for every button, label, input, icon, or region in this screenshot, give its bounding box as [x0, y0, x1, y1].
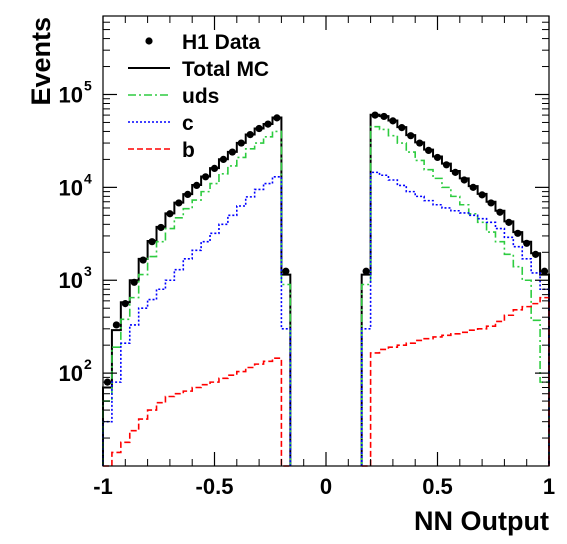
data-point: [362, 267, 370, 275]
legend: H1 Data Total MC uds cb: [128, 31, 269, 162]
data-point: [380, 112, 388, 121]
data-point: [219, 155, 228, 164]
data-point: [201, 173, 210, 181]
data-point: [193, 181, 201, 189]
y-tick-exponent: 4: [84, 170, 92, 186]
data-point: [148, 238, 156, 246]
legend-label: H1 Data: [182, 31, 261, 54]
data-point: [487, 199, 495, 207]
x-tick-label: 0.5: [422, 474, 453, 499]
x-tick-label: 1: [543, 474, 555, 499]
y-tick-exponent: 2: [84, 356, 92, 372]
data-point: [130, 278, 138, 286]
legend-label: uds: [182, 85, 219, 108]
data-point: [228, 148, 236, 156]
data-point: [514, 229, 522, 237]
plot-frame: [102, 15, 550, 467]
y-tick-label: 10: [59, 82, 83, 107]
legend-label: Total MC: [182, 58, 269, 81]
data-point: [237, 139, 245, 147]
data-point: [175, 199, 183, 207]
series-b-line: [103, 296, 550, 467]
data-point: [416, 139, 424, 147]
data-point: [389, 117, 397, 125]
data-point: [523, 239, 531, 247]
data-point: [210, 164, 219, 173]
series-layer: [102, 111, 550, 467]
y-tick-exponent: 5: [84, 77, 92, 93]
data-point: [469, 183, 477, 191]
legend-label: c: [182, 112, 194, 135]
data-point: [282, 267, 290, 275]
x-axis-label: NN Output: [414, 506, 549, 536]
series-c-line: [102, 171, 550, 466]
data-point: [273, 114, 281, 122]
data-point: [442, 161, 451, 169]
data-point: [532, 250, 540, 258]
data-point: [540, 267, 549, 275]
data-point: [505, 218, 513, 226]
legend-marker: [145, 37, 153, 45]
data-point: [371, 111, 379, 119]
data-point: [478, 191, 486, 199]
series-uds-line: [102, 125, 550, 466]
data-point: [139, 256, 147, 264]
y-tick-exponent: 3: [84, 263, 92, 279]
x-tick-label: -1: [93, 474, 113, 499]
data-point: [255, 124, 263, 133]
data-point: [496, 208, 504, 216]
series-total-mc-line: [102, 113, 550, 466]
data-point: [184, 190, 192, 198]
data-point: [264, 120, 272, 128]
data-point: [424, 146, 433, 155]
y-tick-label: 10: [59, 175, 83, 200]
x-tick-label: 0: [320, 474, 332, 499]
legend-label: b: [182, 139, 195, 162]
y-axis-label: Events: [26, 17, 56, 106]
data-point: [451, 168, 459, 176]
data-point: [398, 124, 406, 132]
x-tick-label: -0.5: [196, 474, 234, 499]
data-point: [166, 210, 174, 218]
y-tick-label: 10: [59, 268, 83, 293]
data-point: [460, 176, 468, 184]
data-point: [157, 223, 165, 232]
y-tick-label: 10: [59, 361, 83, 386]
data-point: [246, 130, 254, 139]
data-point: [121, 300, 129, 308]
data-point: [407, 132, 415, 140]
data-point: [433, 153, 442, 162]
data-point: [112, 321, 120, 329]
